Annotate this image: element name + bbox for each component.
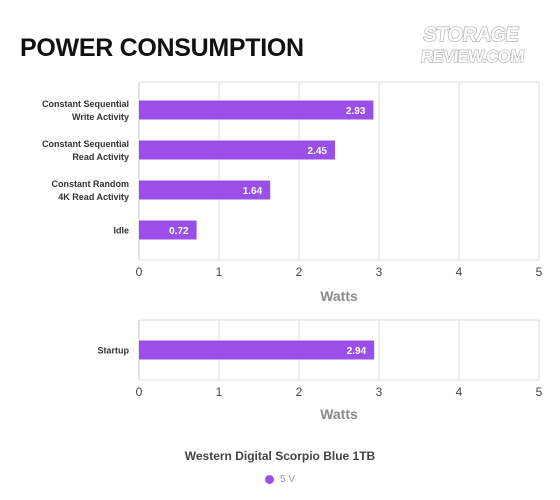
x-tick-label: 1 bbox=[216, 385, 223, 399]
x-tick-label: 3 bbox=[376, 265, 383, 279]
bar bbox=[139, 180, 271, 200]
x-tick-label: 1 bbox=[216, 265, 223, 279]
bar bbox=[139, 340, 375, 360]
logo-line-1: STORAGE bbox=[422, 24, 519, 46]
x-axis-label: Watts bbox=[320, 406, 358, 422]
bar bbox=[139, 100, 374, 120]
bar-value-label: 2.45 bbox=[308, 146, 328, 157]
x-tick-label: 2 bbox=[296, 385, 303, 399]
legend: Western Digital Scorpio Blue 1TB 5 V bbox=[0, 449, 560, 487]
category-label: Startup bbox=[98, 346, 130, 356]
storagereview-logo: STORAGE REVIEW.COM bbox=[420, 23, 526, 66]
legend-title: Western Digital Scorpio Blue 1TB bbox=[184, 449, 376, 463]
category-label: Constant Sequential bbox=[42, 99, 129, 109]
legend-item[interactable]: 5 V bbox=[264, 474, 295, 485]
bar-value-label: 2.93 bbox=[346, 106, 366, 117]
logo-line-2: REVIEW.COM bbox=[420, 47, 525, 66]
category-label: Constant Random bbox=[52, 179, 130, 189]
legend-items: 5 V bbox=[0, 474, 560, 487]
x-tick-label: 0 bbox=[136, 265, 143, 279]
legend-swatch-icon bbox=[264, 475, 274, 484]
x-axis-label: Watts bbox=[320, 288, 358, 304]
x-tick-label: 2 bbox=[296, 265, 303, 279]
x-tick-label: 3 bbox=[376, 385, 383, 399]
category-label: 4K Read Activity bbox=[58, 192, 129, 202]
bar-value-label: 0.72 bbox=[169, 226, 189, 237]
chart-title: POWER CONSUMPTION bbox=[20, 34, 304, 62]
power-consumption-chart: 0 1 2 3 4 5 Watts Constant Sequential Write Acti… bbox=[42, 81, 543, 422]
legend-item-label: 5 V bbox=[279, 474, 295, 485]
x-tick-label: 5 bbox=[536, 385, 543, 399]
x-tick-label: 4 bbox=[456, 385, 463, 399]
category-label: Write Activity bbox=[72, 112, 129, 122]
bar bbox=[139, 220, 197, 240]
category-label: Idle bbox=[113, 226, 129, 236]
bar-value-label: 2.94 bbox=[347, 346, 367, 357]
category-label: Constant Sequential bbox=[42, 139, 129, 149]
x-tick-label: 5 bbox=[536, 265, 543, 279]
x-tick-label: 0 bbox=[136, 385, 143, 399]
x-tick-label: 4 bbox=[456, 265, 463, 279]
bar bbox=[139, 140, 335, 160]
category-label: Read Activity bbox=[72, 152, 129, 162]
bar-value-label: 1.64 bbox=[243, 186, 263, 197]
